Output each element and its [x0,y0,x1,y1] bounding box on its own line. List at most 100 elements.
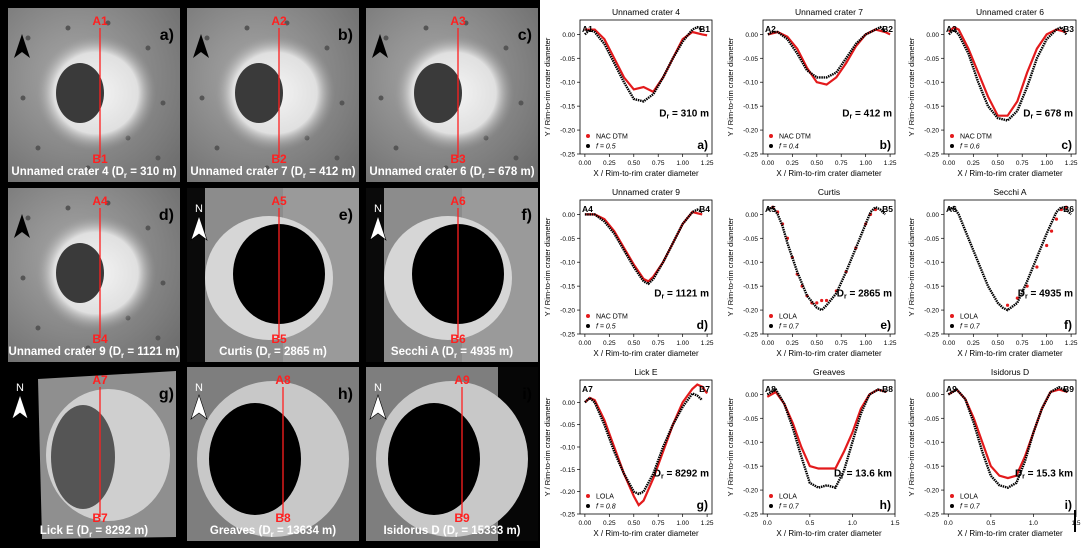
y-tick-label: -0.20 [743,488,758,495]
x-tick-label: 0.50 [627,520,640,527]
y-tick-label: -0.05 [560,422,575,429]
north-arrow-icon [372,34,388,58]
y-tick-label: 0.00 [745,32,758,39]
profile-end-label: B6 [450,332,466,346]
x-tick-label: 0.75 [652,160,665,167]
scroll-edge-mark [1074,510,1076,532]
x-tick-label: 0.50 [810,160,823,167]
y-tick-label: -0.25 [560,152,575,159]
x-tick-label: 0.25 [603,520,616,527]
x-axis-label: X / Rim-to-rim crater diameter [593,529,699,538]
x-tick-label: 0.50 [627,160,640,167]
legend-entry: f = 0.7 [960,324,981,331]
image-caption: Secchi A (Dr = 4935 m) [391,346,513,360]
crater-image-panel: A5 B5 e) N Curtis (Dr = 2865 m) [187,188,359,362]
measured-profile-line [767,28,891,86]
measured-point [815,301,819,305]
profile-start-label: A1 [582,24,593,34]
crater-shadow [414,63,462,123]
x-tick-label: 1.25 [701,340,714,347]
image-caption: Curtis (Dr = 2865 m) [219,346,327,360]
legend-marker [769,494,773,498]
profile-chart: Unnamed crater 7 0.00 -0.05 -0.10 -0.15 -0.20… [726,7,897,178]
profile-chart: Secchi A 0.00 -0.05 -0.10 -0.15 -0.20 -0.25 0.0… [907,187,1078,358]
profile-chart-grid: Unnamed crater 4 0.00 -0.05 -0.10 -0.15 -0.20… [540,0,1085,548]
y-tick-label: -0.10 [924,80,939,87]
x-tick-label: 1.25 [884,160,897,167]
panel-letter: d) [159,207,174,224]
legend-entry: NAC DTM [596,314,628,321]
x-tick-label: 0.75 [1016,160,1029,167]
measured-point [824,298,829,303]
legend-marker [769,504,773,508]
plot-frame [762,379,896,515]
x-tick-label: 1.0 [1029,520,1038,527]
profile-start-label: A2 [271,14,287,28]
y-axis-label: Y / Rim-to-rim crater diameter [907,37,916,136]
measured-point [1064,205,1068,209]
y-axis-label: Y / Rim-to-rim crater diameter [907,217,916,316]
crater-shadow [235,63,283,123]
x-tick-label: 0.50 [627,340,640,347]
profile-start-label: A2 [765,24,776,34]
legend-marker [586,314,590,318]
panel-letter: i) [522,386,532,403]
model-profile-line [767,25,887,79]
image-caption: Isidorus D (Dr = 15333 m) [383,525,520,539]
panel-letter: h) [880,498,891,512]
plot-frame [943,379,1077,515]
x-tick-label: 0.00 [762,340,775,347]
y-axis-label: Y / Rim-to-rim crater diameter [543,397,552,496]
x-tick-label: 0.25 [786,340,799,347]
x-tick-label: 1.00 [1040,160,1053,167]
profile-start-label: A5 [765,204,776,214]
legend-entry: NAC DTM [596,134,628,141]
image-caption: Unnamed crater 4 (Dr = 310 m) [11,166,176,180]
x-tick-label: 0.75 [1016,340,1029,347]
profile-start-label: A3 [946,24,957,34]
y-tick-label: -0.20 [743,308,758,315]
legend-marker [586,324,590,328]
x-tick-label: 0.00 [762,160,775,167]
legend-marker [950,324,954,328]
legend-entry: f = 0.8 [596,504,616,511]
x-tick-label: 0.75 [835,340,848,347]
y-tick-label: -0.20 [924,308,939,315]
legend-entry: LOLA [960,314,978,321]
y-tick-label: -0.10 [924,260,939,267]
y-tick-label: -0.05 [924,236,939,243]
measured-profile-line [584,28,708,94]
crater-image-panel: A9 B9 i) N Isidorus D (Dr = 15333 m) [366,367,538,541]
legend-entry: f = 0.5 [596,324,616,331]
legend-marker [950,134,954,138]
x-tick-label: 1.00 [859,160,872,167]
profile-start-label: A3 [450,14,466,28]
x-tick-label: 0.5 [986,520,995,527]
crater-image: A6 B6 f) N Secchi A (Dr = 4935 m) [366,188,538,362]
x-axis-label: X / Rim-to-rim crater diameter [776,169,882,178]
crater-shadow [388,403,480,515]
y-tick-label: -0.05 [560,236,575,243]
chart-title: Greaves [813,367,845,377]
crater-image-panel: A7 B7 g) N Lick E (Dr = 8292 m) [8,367,180,541]
x-tick-label: 0.25 [967,160,980,167]
legend-marker [586,134,590,138]
crater-shadow [51,405,115,509]
y-tick-label: -0.15 [924,104,939,111]
crater-shadow [56,63,104,123]
measured-point [1049,229,1054,233]
north-arrow-icon [369,215,387,241]
crater-shadow [209,403,301,515]
legend-marker [950,504,954,508]
crater-image: A1 B1 a) Unnamed crater 4 (Dr = 310 m) [8,8,180,182]
crater-image: A9 B9 i) N Isidorus D (Dr = 15333 m) [366,367,538,541]
y-tick-label: -0.10 [560,80,575,87]
legend-entry: f = 0.6 [960,144,980,151]
model-profile-line [584,391,704,496]
x-tick-label: 1.25 [1065,160,1078,167]
crater-image-panel: A2 B2 b) Unnamed crater 7 (Dr = 412 m) [187,8,359,182]
x-tick-label: 0.5 [805,520,814,527]
legend-entry: f = 0.7 [779,504,800,511]
y-tick-label: -0.25 [924,512,939,519]
